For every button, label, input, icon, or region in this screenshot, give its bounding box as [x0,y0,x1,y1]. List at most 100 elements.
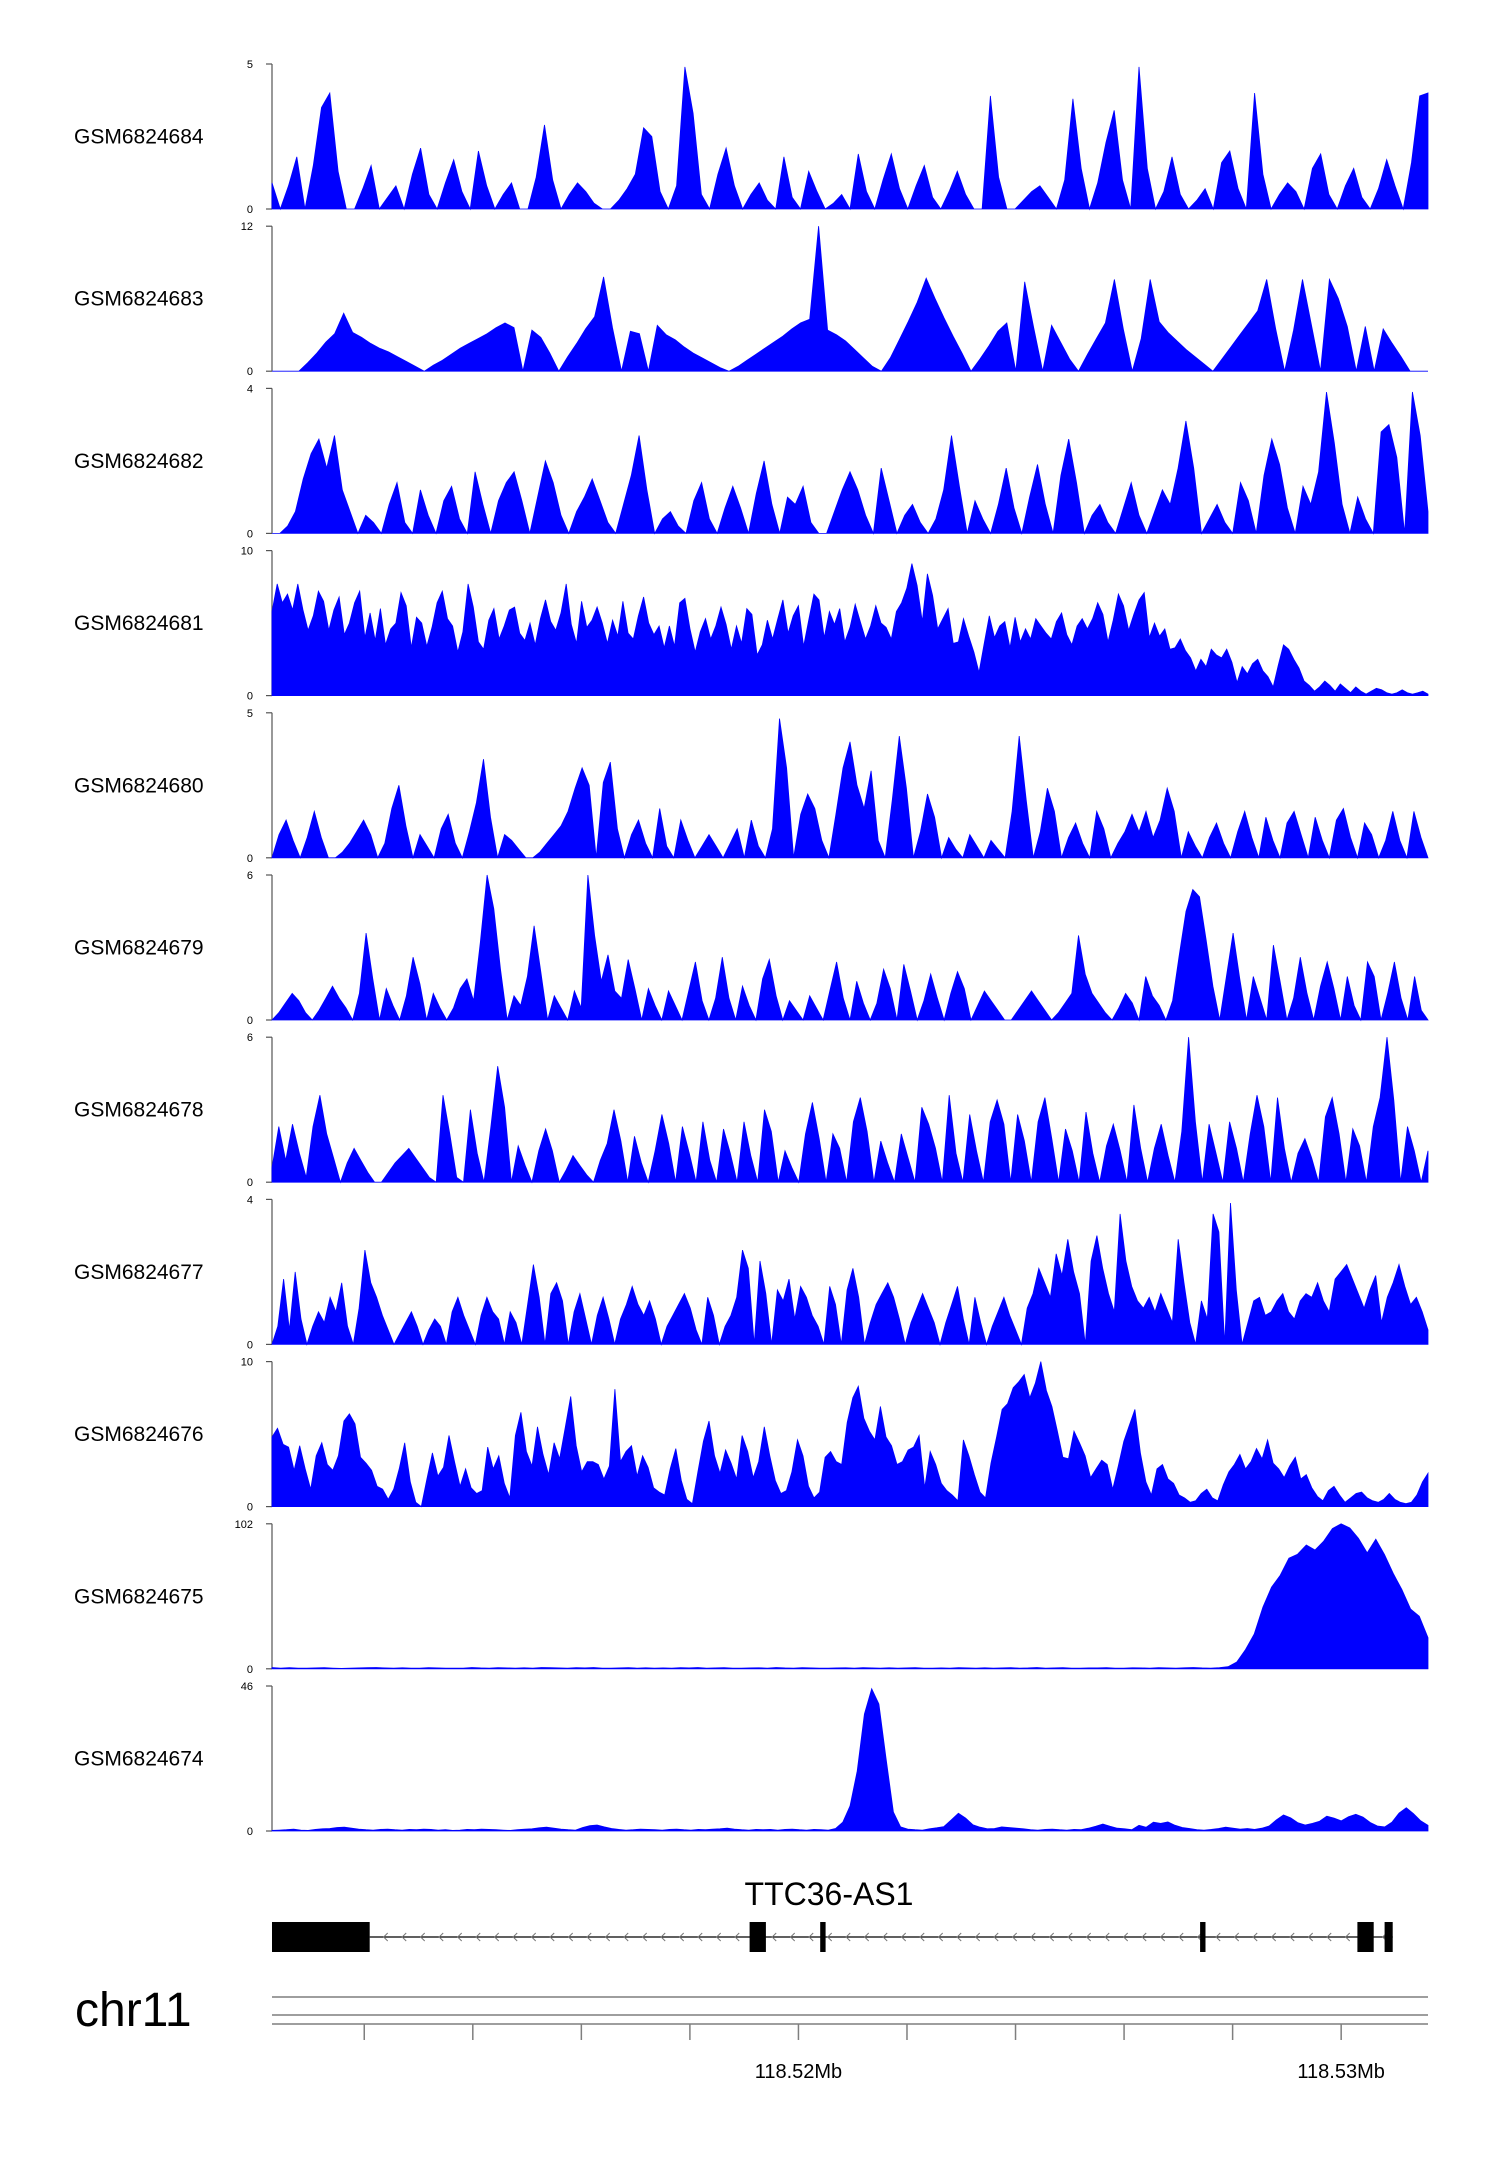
gene-name-label: TTC36-AS1 [745,1876,914,1912]
track-GSM6824684: GSM6824684 5 0 [74,59,1429,216]
track-label: GSM6824680 [74,774,204,797]
track-ymin-label: 0 [247,1502,253,1514]
strand-arrow [493,1932,500,1942]
strand-arrow [1289,1932,1295,1942]
strand-arrow [641,1932,648,1942]
exon [1200,1922,1206,1952]
track-label: GSM6824684 [74,126,204,149]
strand-arrow [438,1932,444,1942]
coverage-area [271,1202,1429,1346]
coverage-area [271,66,1429,211]
strand-arrow [1085,1932,1092,1942]
track-ymax-label: 4 [247,383,253,395]
strand-arrow [586,1932,592,1942]
strand-arrow [900,1932,907,1942]
strand-arrow [937,1932,944,1942]
coverage-area [271,874,1429,1022]
track-ymin-label: 0 [247,1826,253,1838]
strand-arrow [919,1932,925,1942]
strand-arrow [789,1932,796,1942]
track-ymin-label: 0 [247,528,253,540]
track-ymax-label: 4 [247,1194,253,1206]
track-ymax-label: 5 [247,708,253,720]
strand-arrow [974,1932,981,1942]
strand-arrow [1215,1932,1221,1942]
track-label: GSM6824674 [74,1748,204,1771]
strand-arrow [512,1932,518,1942]
track-GSM6824678: GSM6824678 6 0 [74,1032,1429,1189]
strand-arrow [697,1932,703,1942]
track-label: GSM6824683 [74,288,204,311]
strand-arrow [456,1932,463,1942]
strand-arrow [1159,1932,1166,1942]
track-ymax-label: 12 [241,221,253,233]
exon [1384,1922,1393,1952]
track-label: GSM6824682 [74,450,204,473]
exon [749,1922,766,1952]
strand-arrow [401,1932,407,1942]
coverage-area [271,563,1429,696]
track-GSM6824683: GSM6824683 12 0 [74,221,1428,378]
strand-arrow [623,1932,629,1942]
strand-arrow [1067,1932,1073,1942]
track-ymin-label: 0 [247,366,253,378]
track-ymin-label: 0 [247,1015,253,1027]
strand-arrow [1344,1932,1351,1942]
exon [820,1922,826,1952]
track-label: GSM6824677 [74,1261,204,1284]
axis-tick-label: 118.52Mb [755,2061,842,2083]
track-GSM6824681: GSM6824681 10 0 [74,546,1429,703]
strand-arrow [882,1932,888,1942]
strand-arrow [845,1932,851,1942]
track-ymin-label: 0 [247,1177,253,1189]
coverage-area [271,1687,1429,1832]
track-ymin-label: 0 [247,1339,253,1351]
strand-arrow [1104,1932,1110,1942]
coverage-area [271,1523,1429,1670]
strand-arrow [863,1932,870,1942]
coverage-area [272,391,1429,535]
coverage-area [272,226,1428,373]
strand-arrow [1122,1932,1129,1942]
track-label: GSM6824675 [74,1585,204,1608]
track-GSM6824679: GSM6824679 6 0 [74,870,1429,1027]
strand-arrow [734,1932,740,1942]
strand-arrow [1048,1932,1055,1942]
exon [1357,1922,1374,1952]
strand-arrow [604,1932,611,1942]
strand-arrow [678,1932,685,1942]
strand-arrow [475,1932,481,1942]
strand-arrow [530,1932,537,1942]
track-GSM6824676: GSM6824676 10 0 [74,1357,1429,1514]
strand-arrow [419,1932,426,1942]
strand-arrow [1141,1932,1147,1942]
track-ymin-label: 0 [247,853,253,865]
track-ymax-label: 10 [241,546,253,558]
coverage-tracks: GSM682468450GSM6824683120GSM682468240GSM… [74,59,1429,1838]
coverage-area [271,1037,1429,1184]
track-ymax-label: 6 [247,1032,253,1044]
coverage-area [271,718,1429,860]
chromosome-label: chr11 [75,1984,192,2037]
track-ymax-label: 46 [241,1681,253,1693]
track-label: GSM6824679 [74,937,204,960]
strand-arrow [382,1932,389,1942]
strand-arrow [826,1932,833,1942]
track-GSM6824675: GSM6824675 102 0 [74,1519,1429,1676]
gene-model [272,1922,1393,1952]
exon [272,1922,370,1952]
track-label: GSM6824676 [74,1423,204,1446]
track-ymax-label: 10 [241,1357,253,1369]
strand-arrow [549,1932,555,1942]
strand-arrow [808,1932,814,1942]
strand-arrow [1178,1932,1184,1942]
track-ymin-label: 0 [247,204,253,216]
strand-arrow [567,1932,574,1942]
strand-arrow [1252,1932,1258,1942]
track-ymin-label: 0 [247,1664,253,1676]
strand-arrow [1233,1932,1240,1942]
chromosome-ideogram [272,1996,1428,2016]
genomic-axis: 118.52Mb 118.53Mb [272,2023,1428,2083]
track-GSM6824680: GSM6824680 5 0 [74,708,1429,865]
